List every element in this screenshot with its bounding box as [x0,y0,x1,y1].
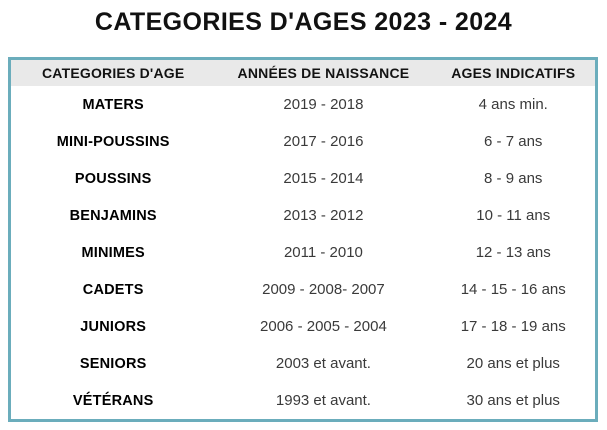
ages-cell: 4 ans min. [478,96,548,113]
table-row: JUNIORS 2006 - 2005 - 2004 17 - 18 - 19 … [11,308,595,345]
table-row: POUSSINS 2015 - 2014 8 - 9 ans [11,160,595,197]
category-cell: SENIORS [79,355,147,372]
years-cell: 2019 - 2018 [283,96,364,113]
table-header-row: CATEGORIES D'AGE ANNÉES DE NAISSANCE AGE… [11,60,595,86]
ages-cell: 12 - 13 ans [475,244,551,261]
ages-cell: 10 - 11 ans [476,207,551,224]
ages-cell: 14 - 15 - 16 ans [460,281,566,298]
category-cell: POUSSINS [74,170,152,187]
age-categories-table: CATEGORIES D'AGE ANNÉES DE NAISSANCE AGE… [11,60,595,419]
page-title: CATEGORIES D'AGES 2023 - 2024 [94,8,513,36]
table-row: CADETS 2009 - 2008- 2007 14 - 15 - 16 an… [11,271,595,308]
column-header-indicative-ages: AGES INDICATIFS [431,60,595,86]
category-cell: JUNIORS [80,318,147,335]
table-row: BENJAMINS 2013 - 2012 10 - 11 ans [11,197,595,234]
category-cell: MATERS [82,96,144,113]
age-categories-table-container: CATEGORIES D'AGE ANNÉES DE NAISSANCE AGE… [8,57,598,422]
years-cell: 1993 et avant. [275,392,371,409]
table-row: SENIORS 2003 et avant. 20 ans et plus [11,345,595,382]
category-cell: VÉTÉRANS [72,392,154,409]
ages-cell: 8 - 9 ans [484,170,543,187]
table-row: MATERS 2019 - 2018 4 ans min. [11,86,595,123]
table-row: VÉTÉRANS 1993 et avant. 30 ans et plus [11,382,595,419]
category-cell: CADETS [82,281,144,298]
years-cell: 2009 - 2008- 2007 [262,281,385,298]
ages-cell: 30 ans et plus [466,392,560,409]
years-cell: 2015 - 2014 [283,170,364,187]
category-cell: MINI-POUSSINS [56,133,170,150]
table-row: MINIMES 2011 - 2010 12 - 13 ans [11,234,595,271]
table-row: MINI-POUSSINS 2017 - 2016 6 - 7 ans [11,123,595,160]
years-cell: 2006 - 2005 - 2004 [260,318,387,335]
ages-cell: 20 ans et plus [466,355,560,372]
years-cell: 2013 - 2012 [283,207,364,224]
column-header-birth-years: ANNÉES DE NAISSANCE [215,60,432,86]
category-cell: BENJAMINS [69,207,157,224]
years-cell: 2011 - 2010 [283,244,363,261]
years-cell: 2003 et avant. [275,355,371,372]
years-cell: 2017 - 2016 [283,133,364,150]
category-cell: MINIMES [81,244,145,261]
ages-cell: 17 - 18 - 19 ans [460,318,566,335]
ages-cell: 6 - 7 ans [484,133,543,150]
column-header-categories: CATEGORIES D'AGE [11,60,216,86]
